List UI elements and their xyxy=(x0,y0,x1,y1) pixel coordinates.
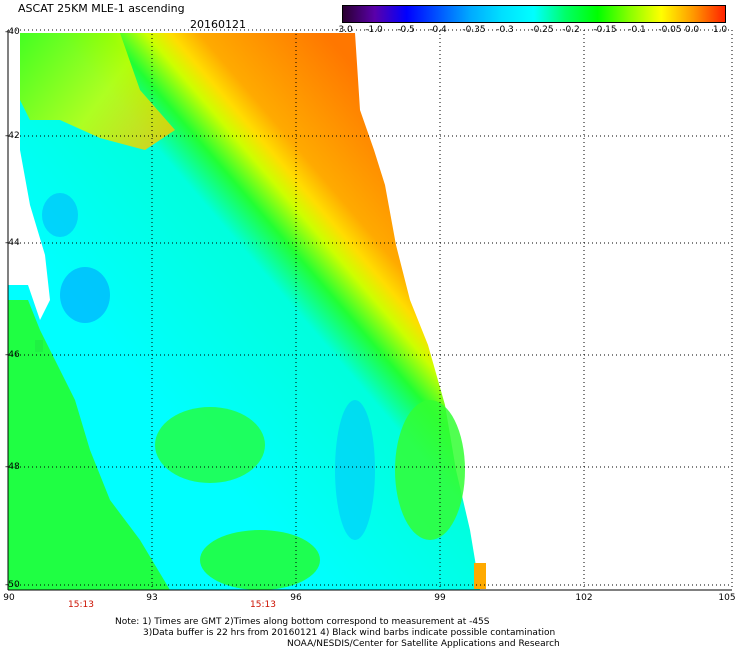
time-label: 15:13 xyxy=(68,600,94,610)
region-green-lowerleft xyxy=(8,300,170,590)
colorbar-label: -0.05 xyxy=(658,25,682,35)
lat-label: -42 xyxy=(5,131,20,141)
lat-label: -50 xyxy=(5,580,20,590)
map-title: ASCAT 25KM MLE-1 ascending xyxy=(18,2,185,15)
lon-label: 99 xyxy=(434,593,446,603)
colorbar-label: -0.35 xyxy=(462,25,486,35)
lat-label: -40 xyxy=(5,27,20,37)
blue-blob xyxy=(42,193,78,237)
colorbar-label: -0.4 xyxy=(429,25,447,35)
lon-label: 105 xyxy=(718,593,736,603)
colorbar-label: -1.0 xyxy=(365,25,383,35)
colorbar-label: -0.5 xyxy=(397,25,415,35)
green-blob xyxy=(200,530,320,590)
colorbar-label: -0.2 xyxy=(562,25,580,35)
map-date: 20160121 xyxy=(190,18,246,31)
lon-label: 96 xyxy=(290,593,302,603)
note-line-3: NOAA/NESDIS/Center for Satellite Applica… xyxy=(287,639,560,649)
colorbar xyxy=(342,5,726,23)
note-line-2: 3)Data buffer is 22 hrs from 20160121 4)… xyxy=(143,628,556,638)
colorbar-label: -0.25 xyxy=(530,25,554,35)
orange-cell xyxy=(474,563,486,589)
lat-label: -48 xyxy=(5,462,20,472)
note-line-1: Note: 1) Times are GMT 2)Times along bot… xyxy=(115,617,490,627)
lat-label: -44 xyxy=(5,238,20,248)
lon-label: 93 xyxy=(146,593,158,603)
lon-label: 90 xyxy=(3,593,15,603)
graticule xyxy=(8,29,733,588)
lon-label: 102 xyxy=(575,593,593,603)
green-blob xyxy=(155,407,265,483)
region-topleft xyxy=(20,33,175,150)
blue-blob xyxy=(60,267,110,323)
lat-label: -46 xyxy=(5,350,20,360)
green-blob xyxy=(395,400,465,540)
blue-blob xyxy=(335,400,375,540)
time-label: 15:13 xyxy=(250,600,276,610)
